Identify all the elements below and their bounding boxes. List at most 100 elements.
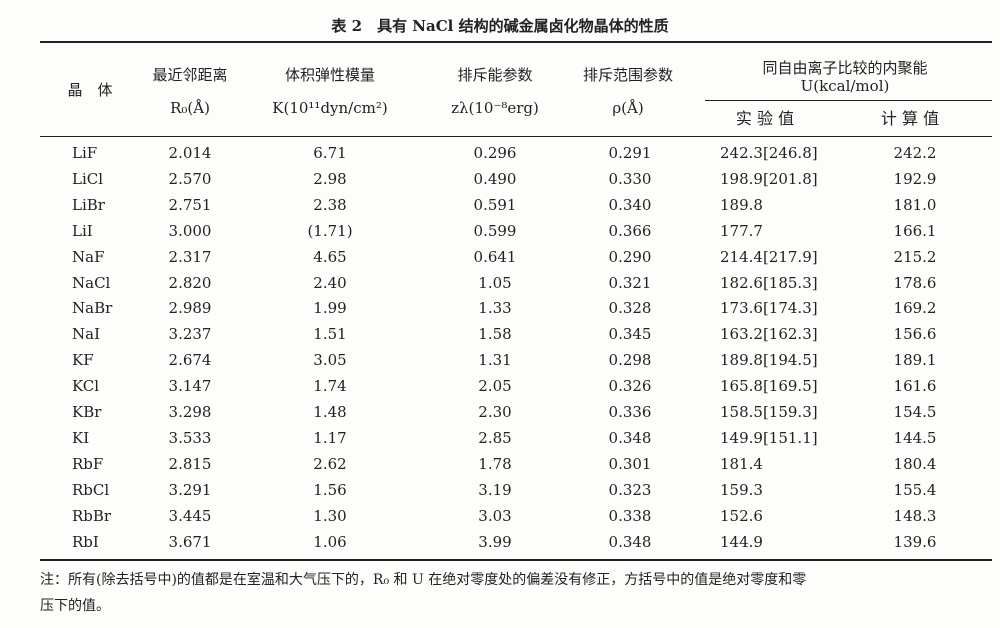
- table-cell: 3.147: [168, 377, 212, 396]
- table-cell: 2.30: [478, 403, 512, 421]
- table-cell: 1.31: [478, 351, 512, 370]
- table-cell: 2.989: [168, 299, 212, 318]
- crystal-name: LiCl: [72, 169, 104, 188]
- rule: [40, 136, 992, 137]
- table-cell: 0.490: [473, 169, 517, 188]
- table-cell: 0.345: [608, 325, 652, 344]
- table-cell: 0.328: [608, 299, 652, 318]
- crystal-name: KCl: [72, 377, 100, 396]
- table-cell: 189.8[194.5]: [720, 351, 818, 370]
- table-cell: 2.674: [168, 351, 212, 370]
- table-cell: 0.641: [473, 247, 517, 266]
- crystal-name: NaI: [72, 325, 100, 344]
- header-cell: 排斥能参数: [457, 66, 533, 84]
- table-cell: 1.06: [313, 532, 347, 551]
- table-cell: 3.000: [168, 221, 212, 240]
- table-cell: 2.820: [168, 273, 212, 292]
- table-cell: 166.1: [893, 221, 937, 240]
- table-cell: 144.9: [720, 532, 763, 551]
- table-cell: 148.3: [893, 506, 937, 525]
- table-cell: 0.296: [473, 144, 517, 162]
- table-cell: 0.291: [608, 144, 652, 162]
- table-cell: 1.30: [313, 506, 347, 525]
- table-cell: 1.51: [313, 325, 347, 344]
- rule: [40, 41, 992, 43]
- header-cell: U(kcal/mol): [800, 77, 890, 95]
- header-cell: 排斥范围参数: [582, 66, 674, 84]
- table-cell: 0.336: [608, 403, 652, 421]
- table-cell: 2.751: [168, 195, 212, 214]
- table-cell: 0.340: [608, 195, 652, 214]
- table-cell: 2.815: [168, 454, 212, 473]
- table-cell: 181.4: [720, 454, 763, 473]
- table-title: 表 2 具有 NaCl 结构的碱金属卤化物晶体的性质: [331, 17, 669, 35]
- header-cell: 最近邻距离: [152, 66, 228, 84]
- table-cell: 0.290: [608, 247, 652, 266]
- table-cell: 198.9[201.8]: [720, 169, 818, 188]
- table-cell: 1.17: [313, 428, 347, 447]
- table-cell: 139.6: [893, 532, 937, 551]
- table-cell: 242.3[246.8]: [720, 144, 818, 162]
- table-cell: 242.2: [893, 144, 937, 162]
- header-cell: R₀(Å): [170, 99, 210, 117]
- table-cell: 173.6[174.3]: [720, 299, 818, 318]
- table-cell: 1.05: [478, 273, 512, 292]
- crystal-name: KF: [72, 351, 94, 370]
- table-cell: 180.4: [893, 454, 937, 473]
- table-cell: 0.301: [608, 454, 652, 473]
- table-cell: 6.71: [313, 144, 347, 162]
- table-cell: 1.33: [478, 299, 512, 318]
- table-cell: 0.330: [608, 169, 652, 188]
- table-cell: 165.8[169.5]: [720, 377, 818, 396]
- table-cell: 177.7: [720, 221, 763, 240]
- table-cell: 144.5: [893, 428, 937, 447]
- crystal-name: RbF: [72, 454, 104, 473]
- crystal-name: LiF: [72, 144, 98, 162]
- table-cell: 215.2: [893, 247, 937, 266]
- table-cell: 2.38: [313, 195, 347, 214]
- table-cell: 0.591: [473, 195, 517, 214]
- table-cell: 181.0: [893, 195, 937, 214]
- header-cell: 体积弹性模量: [284, 66, 376, 84]
- table-cell: 3.237: [168, 325, 212, 344]
- crystal-name: KI: [72, 428, 90, 447]
- table-cell: 0.321: [608, 273, 652, 292]
- table-cell: 154.5: [893, 403, 937, 421]
- table-cell: 2.62: [313, 454, 347, 473]
- table-cell: 3.445: [168, 506, 212, 525]
- table-cell: 0.326: [608, 377, 652, 396]
- table-cell: 1.78: [478, 454, 512, 473]
- rule: [705, 100, 992, 101]
- table-cell: 3.03: [478, 506, 512, 525]
- table-cell: 214.4[217.9]: [720, 247, 818, 266]
- table-cell: 3.298: [168, 403, 212, 421]
- table-cell: 178.6: [893, 273, 937, 292]
- table-cell: 155.4: [893, 480, 937, 499]
- table-cell: 156.6: [893, 325, 937, 344]
- crystal-name: NaCl: [72, 273, 111, 292]
- note: 压下的值。: [40, 598, 110, 614]
- table-cell: 0.599: [473, 221, 517, 240]
- rule: [40, 559, 992, 561]
- table-cell: 2.05: [478, 377, 512, 396]
- table-cell: 0.366: [608, 221, 652, 240]
- table-cell: 1.99: [313, 299, 347, 318]
- header-cell: 同自由离子比较的内聚能: [762, 59, 928, 77]
- crystal-name: RbCl: [72, 480, 110, 499]
- table-cell: 1.58: [478, 325, 512, 344]
- table-cell: 149.9[151.1]: [720, 428, 818, 447]
- table-cell: 1.74: [313, 377, 347, 396]
- table-cell: 2.98: [313, 169, 347, 188]
- table-cell: 0.338: [608, 506, 652, 525]
- crystal-name: LiI: [72, 221, 93, 240]
- crystal-name: NaBr: [72, 299, 113, 318]
- table-cell: 2.40: [313, 273, 347, 292]
- table-cell: 3.671: [168, 532, 212, 551]
- table-cell: 152.6: [720, 506, 763, 525]
- table-cell: 0.348: [608, 532, 652, 551]
- table-cell: 0.298: [608, 351, 652, 370]
- table-cell: 3.533: [168, 428, 212, 447]
- table-cell: 1.48: [313, 403, 347, 421]
- table-cell: 161.6: [893, 377, 937, 396]
